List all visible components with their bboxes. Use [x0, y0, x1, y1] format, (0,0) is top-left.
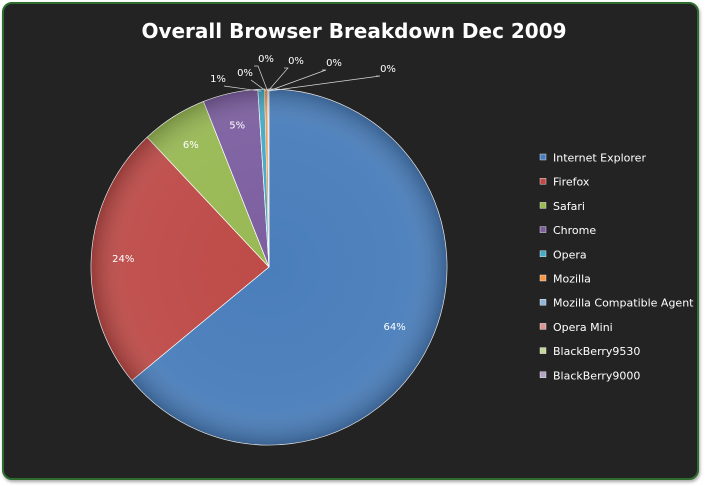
leader-line-opera	[223, 85, 262, 92]
data-label-firefox: 24%	[112, 254, 134, 265]
legend-label-safari: Safari	[553, 200, 585, 213]
leader-line-opera-mini	[267, 67, 289, 92]
leader-line-blackberry9000	[268, 75, 381, 92]
data-label-blackberry9000: 0%	[380, 64, 396, 75]
chart-title: Overall Browser Breakdown Dec 2009	[141, 19, 566, 43]
legend-swatch-internet-explorer	[539, 153, 547, 161]
chart-frame: Overall Browser Breakdown Dec 2009 64% 24…	[2, 2, 699, 480]
data-label-opera-mini: 0%	[288, 56, 304, 67]
data-label-chrome: 5%	[229, 121, 245, 132]
legend-swatch-opera-mini	[539, 323, 547, 330]
data-label-mozilla-compatible-agent: 0%	[258, 54, 274, 65]
data-label-opera: 1%	[210, 74, 226, 85]
leader-line-mozilla-compatible-agent	[254, 65, 268, 92]
legend-label-firefox: Firefox	[553, 176, 590, 189]
leader-line-mozilla	[250, 79, 267, 92]
legend-label-mozilla: Mozilla	[553, 273, 591, 286]
pie-chart: Overall Browser Breakdown Dec 2009 64% 24…	[90, 19, 694, 446]
legend-swatch-mozilla-compatible-agent	[539, 299, 547, 306]
legend-swatch-firefox	[539, 177, 547, 185]
legend-swatch-blackberry9000	[539, 371, 547, 378]
data-label-internet-explorer: 64%	[383, 322, 405, 333]
legend-swatch-safari	[539, 202, 547, 209]
legend-label-opera-mini: Opera Mini	[553, 321, 613, 334]
data-label-mozilla: 0%	[237, 68, 253, 79]
data-label-safari: 6%	[183, 140, 199, 151]
legend-label-mozilla-compatible-agent: Mozilla Compatible Agent	[553, 297, 694, 310]
legend-swatch-mozilla	[539, 274, 547, 282]
legend-label-internet-explorer: Internet Explorer	[553, 152, 646, 165]
legend-label-opera: Opera	[553, 248, 587, 261]
legend-label-blackberry9000: BlackBerry9000	[553, 369, 640, 382]
data-label-blackberry9530: 0%	[326, 58, 342, 69]
legend-label-chrome: Chrome	[553, 224, 596, 237]
legend-swatch-opera	[539, 250, 547, 258]
legend-swatch-blackberry9530	[539, 347, 547, 354]
legend-swatch-chrome	[539, 226, 547, 233]
leader-line-blackberry9530	[268, 69, 327, 92]
legend: Internet Explorer Firefox Safari Chrome Oper…	[539, 152, 694, 382]
legend-label-blackberry9530: BlackBerry9530	[553, 345, 640, 358]
